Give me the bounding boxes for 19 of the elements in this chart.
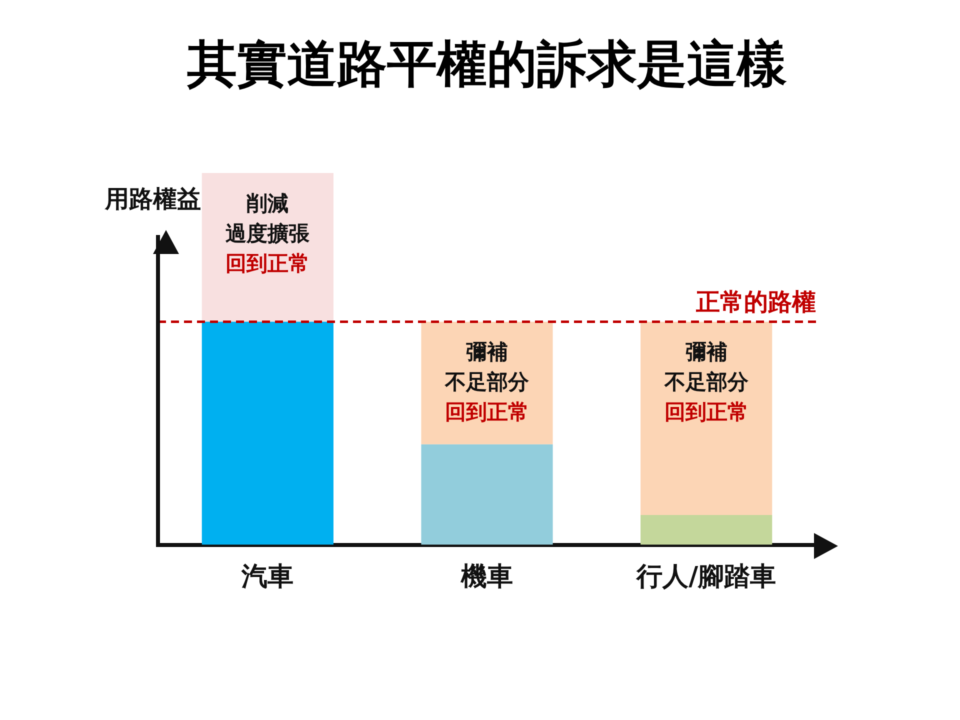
annotation: 回到正常 [226,251,310,276]
y-axis-title: 用路權益 [104,185,201,214]
bar [421,444,553,545]
ref-line-label: 正常的路權 [695,288,816,316]
x-tick-label: 行人/腳踏車 [636,562,776,592]
annotation: 回到正常 [445,400,529,424]
annotation: 不足部分 [444,370,530,394]
x-tick-label: 機車 [460,562,513,592]
chart-title: 其實道路平權的訴求是這樣 [186,34,787,93]
annotation: 回到正常 [664,400,748,424]
annotation: 削減 [246,191,289,216]
bar [202,322,334,545]
annotation: 不足部分 [663,370,750,394]
annotation: 彌補 [685,340,728,364]
x-tick-label: 汽車 [240,562,294,592]
annotation: 彌補 [466,340,508,364]
bar [640,322,772,516]
bar [640,515,772,545]
annotation: 過度擴張 [226,221,311,246]
